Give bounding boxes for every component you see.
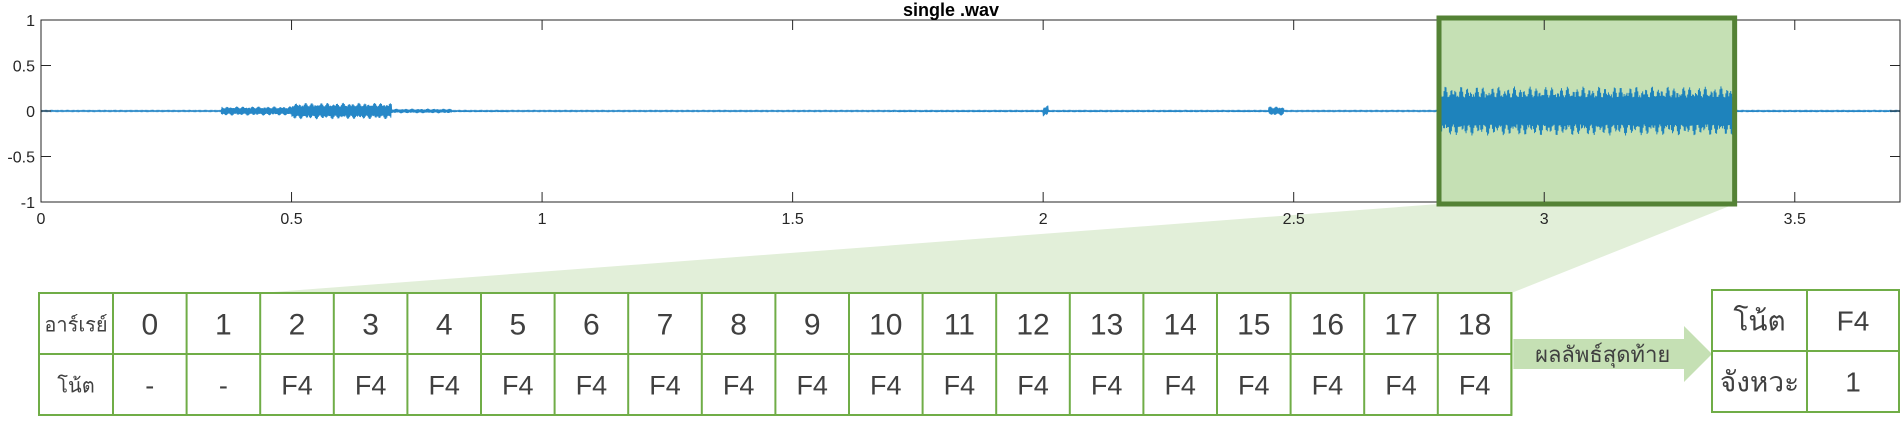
note-cell: F4 [1017, 371, 1049, 401]
array-index-cell: 10 [869, 309, 902, 342]
x-tick-label: 2 [1039, 211, 1048, 228]
note-cell: F4 [796, 371, 828, 401]
result-arrow: ผลลัพธ์สุดท้าย [1513, 326, 1712, 382]
note-cell: - [219, 371, 228, 401]
note-row-header: โน้ต [57, 375, 94, 398]
x-tick-label: 1.5 [781, 211, 803, 228]
array-index-cell: 11 [944, 309, 975, 342]
x-tick-label: 1 [538, 211, 547, 228]
array-index-cell: 13 [1090, 309, 1123, 342]
array-index-cell: 15 [1237, 309, 1270, 342]
arrow-shape [1513, 326, 1712, 382]
note-cell: F4 [649, 371, 681, 401]
note-cell: F4 [1312, 371, 1344, 401]
note-cell: - [145, 371, 154, 401]
array-index-cell: 1 [215, 309, 232, 342]
result-beat-value: 1 [1845, 367, 1861, 398]
note-cell: F4 [1238, 371, 1270, 401]
array-index-cell: 5 [509, 309, 526, 342]
array-index-cell: 18 [1458, 309, 1491, 342]
array-index-cell: 2 [289, 309, 306, 342]
array-index-cell: 14 [1164, 309, 1197, 342]
x-tick-label: 3 [1540, 211, 1549, 228]
array-index-cell: 8 [730, 309, 747, 342]
note-cell: F4 [944, 371, 976, 401]
axis-ticks: 0 0.5 1 1.5 2 2.5 3 3.5 1 0.5 0 -0.5 -1 [7, 13, 1900, 228]
x-tick-label: 3.5 [1784, 211, 1806, 228]
array-index-cell: 17 [1384, 309, 1417, 342]
highlight-border [1436, 15, 1738, 207]
note-cell: F4 [428, 371, 460, 401]
waveform-line [40, 86, 1901, 136]
x-tick-label: 0 [37, 211, 46, 228]
note-cell: F4 [1091, 371, 1123, 401]
y-tick-label: -0.5 [7, 150, 35, 167]
note-cell: F4 [870, 371, 902, 401]
array-index-cell: 7 [657, 309, 674, 342]
array-index-cell: 3 [362, 309, 379, 342]
array-table: อาร์เรย์โน้ต 0 - 1 - 2 F4 3 F4 4 F4 5 F4 6 F4 7 F4 8 F4 9 F4… [38, 292, 1513, 416]
waveform-plot: 0 0.5 1 1.5 2 2.5 3 3.5 1 0.5 0 -0.5 -1 [7, 13, 1901, 228]
x-tick-label: 2.5 [1283, 211, 1305, 228]
x-tick-label: 0.5 [280, 211, 302, 228]
result-note-value: F4 [1837, 306, 1870, 337]
result-table: โน้ต F4 จังหวะ 1 [1711, 289, 1900, 413]
note-cell: F4 [1385, 371, 1417, 401]
zoom-callout [260, 204, 1735, 293]
y-tick-label: 0.5 [13, 59, 35, 76]
array-row-header: อาร์เรย์ [44, 314, 107, 337]
note-cell: F4 [355, 371, 387, 401]
result-note-header: โน้ต [1733, 305, 1785, 337]
y-tick-label: 0 [26, 104, 35, 121]
array-index-cell: 6 [583, 309, 600, 342]
array-index-cell: 4 [436, 309, 453, 342]
arrow-label: ผลลัพธ์สุดท้าย [1535, 342, 1670, 368]
note-cell: F4 [281, 371, 313, 401]
array-index-cell: 16 [1311, 309, 1344, 342]
array-index-cell: 12 [1016, 309, 1049, 342]
note-cell: F4 [502, 371, 534, 401]
note-cell: F4 [1459, 371, 1491, 401]
array-index-cell: 0 [141, 309, 158, 342]
note-cell: F4 [576, 371, 608, 401]
y-tick-label: -1 [21, 195, 35, 212]
chart-title: single .wav [902, 0, 1000, 20]
array-index-cell: 9 [804, 309, 821, 342]
note-cell: F4 [1164, 371, 1196, 401]
note-cell: F4 [723, 371, 755, 401]
result-beat-header: จังหวะ [1720, 367, 1799, 398]
y-tick-label: 1 [26, 13, 35, 30]
